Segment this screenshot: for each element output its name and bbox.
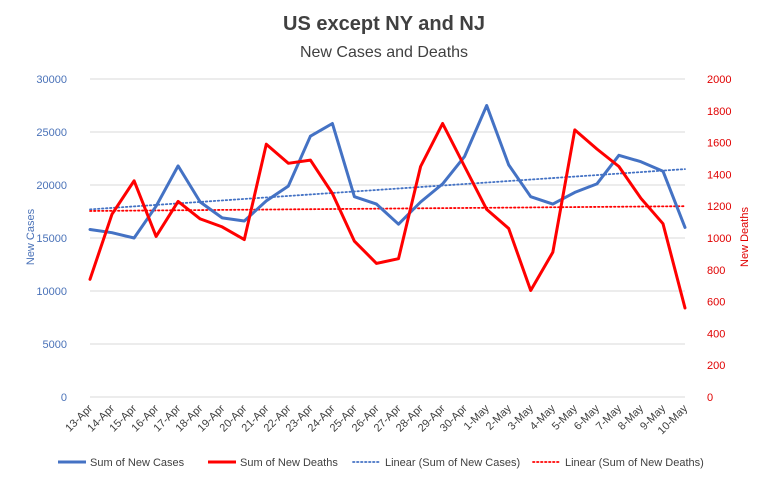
left-tick-label: 20000 [36,180,67,192]
data-point-cases [463,155,466,158]
data-point-cases [331,122,334,125]
data-point-cases [375,202,378,206]
data-point-cases [397,223,400,226]
data-point-cases [573,191,577,194]
left-tick-label: 30000 [36,74,67,86]
data-point-deaths [243,238,246,241]
series-line-cases [88,104,687,240]
left-tick-label: 5000 [43,339,67,351]
data-point-cases [198,200,202,204]
left-tick-label: 25000 [36,127,67,139]
left-tick-label: 15000 [36,233,67,245]
data-point-deaths [595,147,599,151]
right-tick-label: 0 [707,392,713,404]
right-tick-label: 400 [707,328,725,340]
trendline-deaths [89,205,686,212]
legend-trend-cases-label: Linear (Sum of New Cases) [385,457,520,469]
chart-title: US except NY and NJ [283,13,485,35]
right-tick-label: 2000 [707,74,731,86]
data-point-deaths [463,165,466,168]
data-point-cases [485,104,488,107]
legend-deaths-label: Sum of New Deaths [240,457,338,469]
data-point-cases [154,205,158,208]
data-point-deaths [154,235,158,238]
right-tick-label: 1600 [707,138,731,150]
data-point-cases [88,228,92,231]
right-tick-label: 1000 [707,233,731,245]
data-point-cases [309,135,312,138]
data-point-cases [507,163,510,167]
data-point-deaths [683,306,687,310]
data-point-deaths [375,262,378,265]
x-axis-ticks: 13-Apr14-Apr15-Apr16-Apr17-Apr18-Apr19-A… [63,402,690,437]
right-tick-label: 600 [707,297,725,309]
data-point-deaths [507,227,510,230]
data-point-cases [132,236,136,240]
trendline-cases [89,168,686,211]
data-point-deaths [441,122,444,125]
data-point-deaths [309,158,312,162]
data-point-cases [661,170,665,173]
legend-trend-deaths-label: Linear (Sum of New Deaths) [565,457,704,469]
data-point-deaths [132,179,136,182]
right-tick-label: 200 [707,360,725,372]
data-point-deaths [661,222,665,225]
right-tick-label: 800 [707,265,725,277]
data-point-cases [265,199,268,203]
trendlines [89,168,686,212]
left-axis-label: New Cases [25,208,37,265]
data-point-deaths [353,239,356,243]
gridlines [90,78,685,398]
data-point-cases [110,231,114,234]
data-point-deaths [639,197,643,200]
data-point-deaths [397,257,400,260]
data-point-deaths [419,165,422,168]
data-point-cases [683,226,687,229]
data-point-deaths [485,208,488,211]
legend: Sum of New Cases Sum of New Deaths Linear … [58,457,704,469]
data-point-deaths [198,217,202,221]
data-point-deaths [176,200,180,203]
data-point-cases [529,195,532,198]
data-point-deaths [265,142,268,146]
series-line-deaths [88,122,687,310]
chart-subtitle: New Cases and Deaths [300,44,468,61]
series-lines [88,104,687,310]
data-point-cases [243,219,246,223]
data-point-cases [221,216,224,220]
left-tick-label: 10000 [36,286,67,298]
data-point-deaths [110,212,114,216]
right-axis-label: New Deaths [739,207,751,267]
left-tick-label: 0 [61,392,67,404]
data-point-cases [639,160,643,163]
data-point-cases [287,184,290,188]
data-point-cases [617,154,621,157]
data-point-deaths [88,278,92,281]
data-point-cases [176,164,180,168]
data-point-deaths [617,165,621,168]
right-axis-ticks: 0 200 400 600 800 1000 1200 1400 1600 1800 2000 [707,74,731,404]
data-point-deaths [573,128,577,132]
data-point-deaths [529,289,532,292]
right-tick-label: 1400 [707,169,731,181]
data-point-cases [353,195,356,198]
data-point-deaths [287,162,290,165]
legend-cases-label: Sum of New Cases [90,457,185,469]
right-tick-label: 1200 [707,201,731,213]
left-axis-ticks: 0 5000 10000 15000 20000 25000 30000 [36,74,67,404]
data-point-cases [551,202,554,206]
data-point-cases [419,200,422,204]
data-point-cases [595,182,599,186]
data-point-deaths [551,251,554,254]
data-point-deaths [221,225,224,229]
data-point-cases [441,182,444,186]
data-point-deaths [331,192,334,195]
right-tick-label: 1800 [707,106,731,118]
